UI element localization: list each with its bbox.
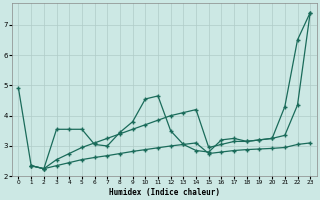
X-axis label: Humidex (Indice chaleur): Humidex (Indice chaleur) [109,188,220,197]
